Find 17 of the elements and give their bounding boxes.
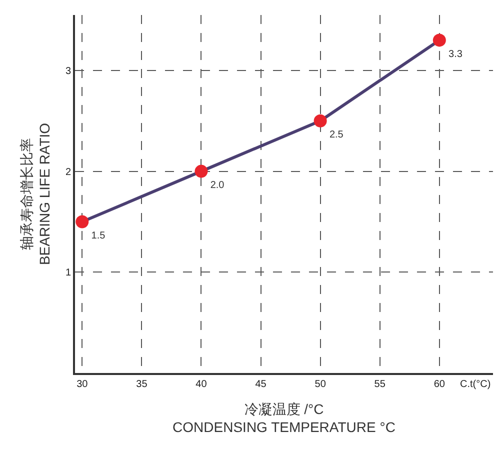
x-tick-label: 55	[374, 379, 386, 390]
x-axis-title: 冷凝温度 /°C CONDENSING TEMPERATURE °C	[172, 400, 396, 435]
y-tick-label: 2	[65, 166, 72, 178]
x-tick-label: 45	[255, 379, 267, 390]
x-tick-label: 50	[314, 379, 326, 390]
y-axis-title: 轴承寿命增长比率 BEARING LIFE RATIO	[18, 122, 53, 266]
data-label: 1.5	[91, 230, 106, 242]
x-tick-label: 40	[196, 379, 208, 390]
y-tick-label: 1	[65, 268, 72, 279]
data-label: 3.3	[448, 48, 463, 60]
data-label: 2.5	[329, 130, 344, 141]
data-label: 2.0	[210, 180, 225, 191]
x-tick-label: 60	[434, 379, 446, 390]
x-tick-label: 35	[136, 379, 148, 390]
y-tick-label: 3	[65, 66, 72, 77]
text: C.t(°C)	[460, 379, 491, 390]
x-tick-label: 30	[76, 379, 88, 390]
